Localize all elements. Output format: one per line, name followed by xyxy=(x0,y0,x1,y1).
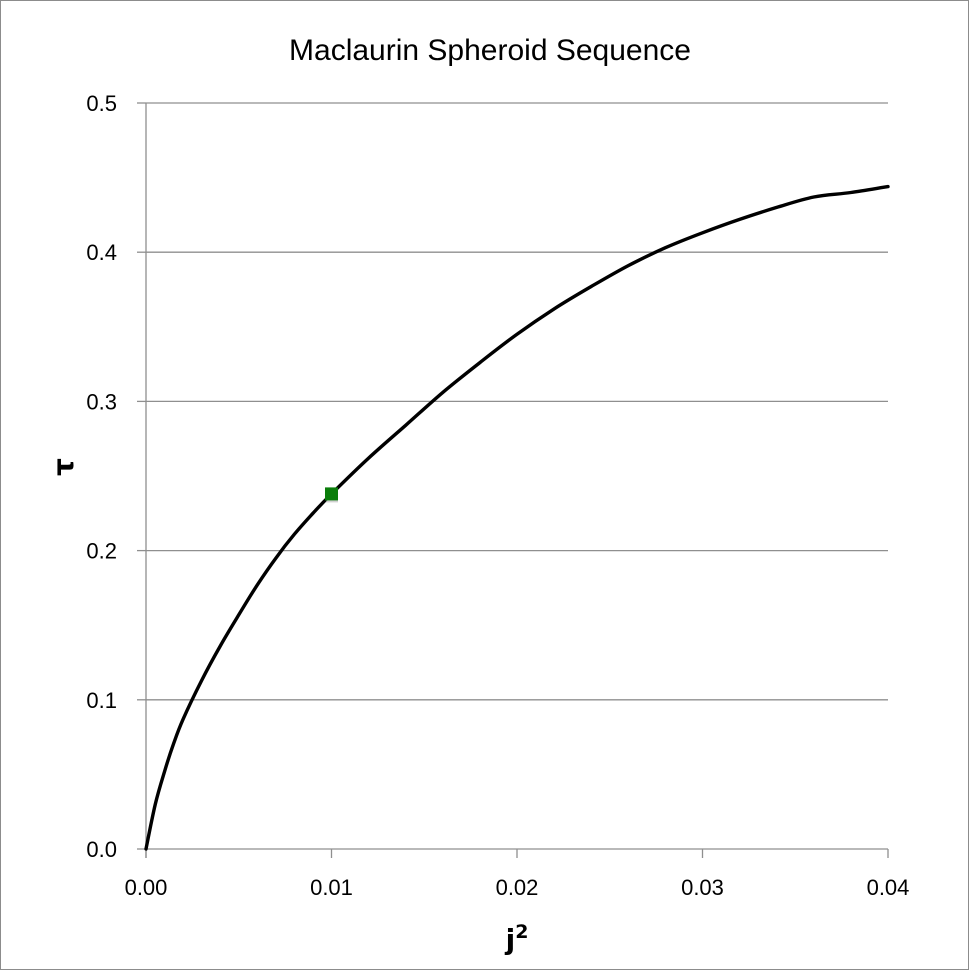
x-axis-title-base: j xyxy=(505,923,516,956)
series-group xyxy=(144,184,890,851)
axes xyxy=(137,102,889,858)
x-axis-title-superscript: 2 xyxy=(515,921,528,943)
chart-title: Maclaurin Spheroid Sequence xyxy=(289,34,691,67)
y-tick-label-0.3: 0.3 xyxy=(86,389,117,414)
y-tick-label-0.4: 0.4 xyxy=(86,240,117,265)
y-tick-label-0.1: 0.1 xyxy=(86,688,117,713)
x-tick-label-0.01: 0.01 xyxy=(310,875,353,900)
x-tick-label-0.00: 0.00 xyxy=(125,875,168,900)
gridlines xyxy=(146,102,888,701)
y-tick-label-0.5: 0.5 xyxy=(86,91,117,116)
data-marker-0 xyxy=(325,487,338,501)
y-tick-label-0.0: 0.0 xyxy=(86,837,117,862)
x-tick-labels: 0.00 0.01 0.02 0.03 0.04 xyxy=(125,875,910,900)
series-line-0 xyxy=(144,184,890,851)
x-tick-label-0.04: 0.04 xyxy=(867,875,910,900)
x-tick-label-0.02: 0.02 xyxy=(496,875,539,900)
y-tick-label-0.2: 0.2 xyxy=(86,539,117,564)
y-tick-labels: 0.0 0.1 0.2 0.3 0.4 0.5 xyxy=(86,91,117,862)
x-axis-title: j2 xyxy=(505,921,529,956)
y-axis-title: τ xyxy=(47,458,80,476)
x-tick-label-0.03: 0.03 xyxy=(681,875,724,900)
